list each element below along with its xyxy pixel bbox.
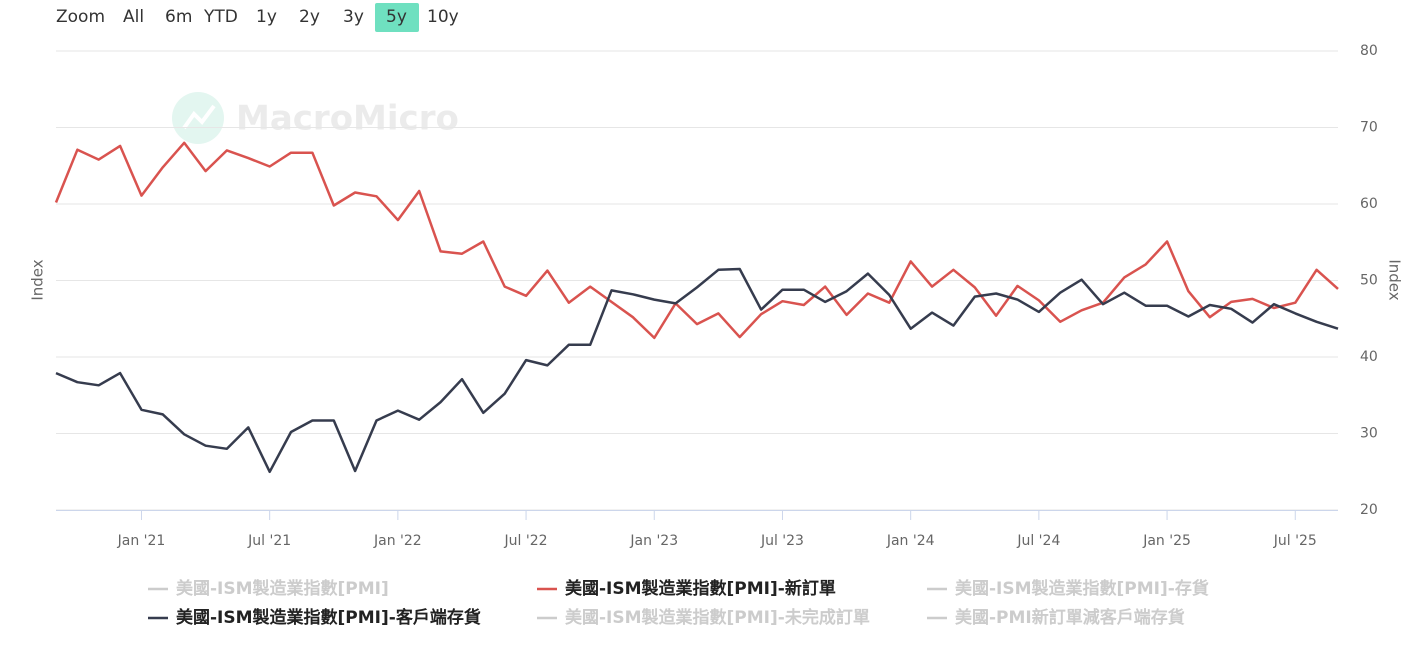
zoom-button[interactable]: 1y bbox=[256, 7, 277, 27]
x-tick-label: Jan '23 bbox=[629, 533, 678, 549]
x-tick-label: Jul '21 bbox=[247, 533, 291, 549]
y-tick-label: 20 bbox=[1360, 502, 1378, 518]
watermark-logo-line bbox=[182, 104, 216, 130]
watermark: MacroMicro bbox=[236, 99, 459, 139]
zoom-button-bg[interactable] bbox=[375, 3, 419, 32]
zoom-button[interactable]: YTD bbox=[203, 7, 238, 27]
x-tick-label: Jul '22 bbox=[504, 533, 548, 549]
series-line bbox=[55, 267, 1339, 474]
x-tick-label: Jul '23 bbox=[760, 533, 804, 549]
y-tick-label: 80 bbox=[1360, 43, 1378, 59]
legend-label[interactable]: 美國-ISM製造業指數[PMI]-未完成訂單 bbox=[565, 607, 870, 628]
zoom-button[interactable]: 10y bbox=[427, 7, 459, 27]
y-tick-label: 60 bbox=[1360, 196, 1378, 212]
legend-label[interactable]: 美國-ISM製造業指數[PMI]-新訂單 bbox=[565, 578, 836, 599]
zoom-button[interactable]: 6m bbox=[165, 7, 192, 27]
y-tick-label: 70 bbox=[1360, 120, 1378, 136]
x-tick-label: Jan '21 bbox=[117, 533, 166, 549]
x-tick-label: Jul '25 bbox=[1273, 533, 1317, 549]
y-tick-label: 50 bbox=[1360, 273, 1378, 289]
zoom-button[interactable]: 5y bbox=[386, 7, 407, 27]
x-tick-label: Jan '24 bbox=[886, 533, 935, 549]
x-tick-label: Jul '24 bbox=[1016, 533, 1060, 549]
y-tick-label: 40 bbox=[1360, 349, 1378, 365]
zoom-label: Zoom bbox=[56, 7, 105, 27]
series-line bbox=[54, 141, 1339, 340]
y2-axis-title: Index bbox=[1386, 259, 1404, 300]
legend-label[interactable]: 美國-ISM製造業指數[PMI] bbox=[176, 578, 389, 599]
zoom-button[interactable]: All bbox=[123, 7, 144, 27]
legend-label[interactable]: 美國-ISM製造業指數[PMI]-客戶端存貨 bbox=[176, 607, 481, 628]
x-tick-label: Jan '25 bbox=[1142, 533, 1191, 549]
legend-label[interactable]: 美國-ISM製造業指數[PMI]-存貨 bbox=[955, 578, 1209, 599]
legend-label[interactable]: 美國-PMI新訂單減客戶端存貨 bbox=[955, 607, 1185, 628]
x-tick-label: Jan '22 bbox=[373, 533, 422, 549]
y-tick-label: 30 bbox=[1360, 426, 1378, 442]
zoom-button[interactable]: 3y bbox=[343, 7, 364, 27]
y-axis-title: Index bbox=[29, 259, 47, 300]
zoom-button[interactable]: 2y bbox=[299, 7, 320, 27]
